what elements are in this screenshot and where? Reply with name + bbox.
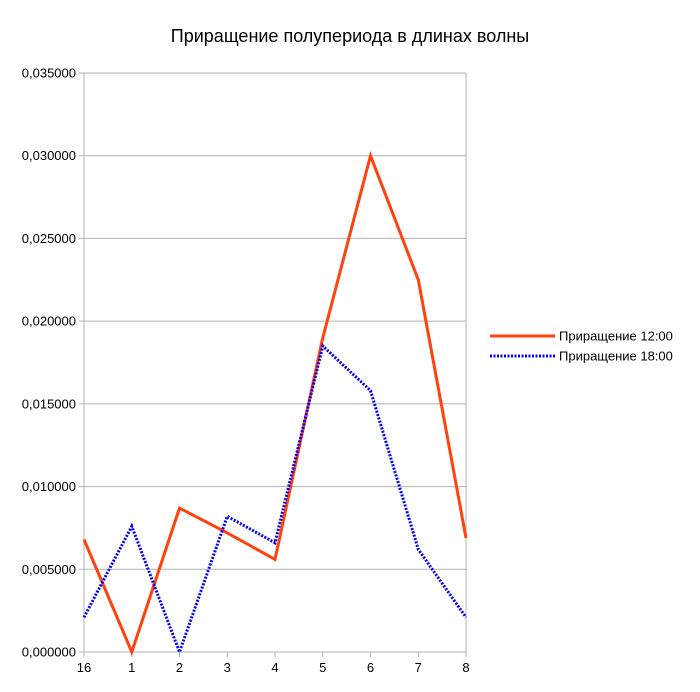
legend-label-2: Приращение 18:00: [559, 349, 673, 364]
x-axis-ticks: 16 1 2 3 4 5 6 7 8: [77, 652, 470, 675]
y-axis-ticks: 0,000000 0,005000 0,010000 0,015000 0,020000…: [22, 66, 76, 660]
y-tick-label: 0,000000: [22, 645, 76, 660]
legend-label-1: Приращение 12:00: [559, 329, 673, 344]
y-tick-label: 0,025000: [22, 231, 76, 246]
y-tick-label: 0,005000: [22, 562, 76, 577]
x-tick-label: 8: [462, 660, 469, 675]
y-tick-label: 0,020000: [22, 314, 76, 329]
legend: Приращение 12:00 Приращение 18:00: [490, 329, 673, 364]
x-tick-label: 1: [128, 660, 135, 675]
x-tick-label: 7: [415, 660, 422, 675]
gridlines: [79, 72, 466, 653]
y-tick-label: 0,010000: [22, 479, 76, 494]
x-tick-label: 2: [176, 660, 183, 675]
series-lines: [82, 150, 468, 657]
x-tick-label: 5: [319, 660, 326, 675]
x-tick-label: 4: [271, 660, 278, 675]
y-tick-label: 0,015000: [22, 396, 76, 411]
y-tick-label: 0,035000: [22, 66, 76, 81]
series-line-1: [82, 150, 468, 657]
axes: [83, 73, 467, 652]
x-tick-label: 3: [224, 660, 231, 675]
series-line-2: [82, 343, 468, 657]
chart-title: Приращение полупериода в длинах волны: [171, 26, 529, 46]
x-tick-label: 16: [77, 660, 91, 675]
x-tick-label: 6: [367, 660, 374, 675]
y-tick-label: 0,030000: [22, 148, 76, 163]
